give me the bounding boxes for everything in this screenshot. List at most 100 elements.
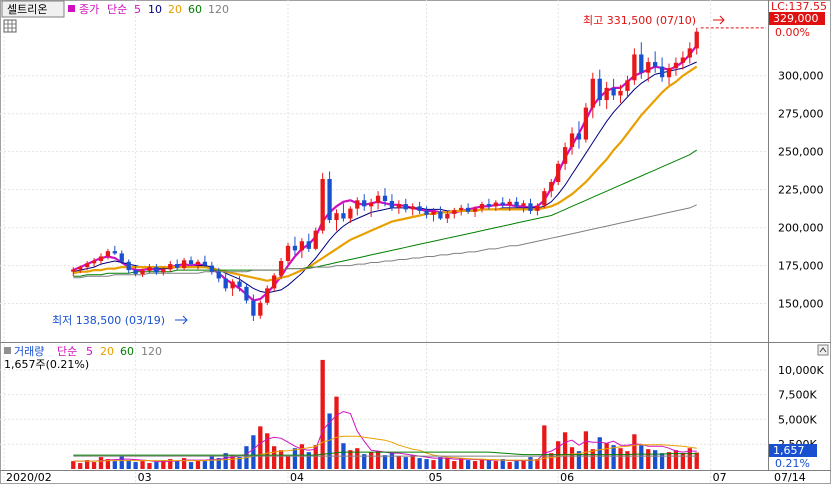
candle-body — [583, 107, 589, 140]
candle-body — [521, 203, 526, 206]
volume-bar — [175, 461, 180, 469]
price-tick-label: 300,000 — [778, 70, 824, 83]
grid — [0, 0, 768, 482]
volume-bar — [500, 459, 505, 469]
volume-bar — [576, 451, 582, 469]
candle-body — [528, 203, 533, 211]
volume-bar — [514, 461, 519, 469]
volume-bar — [646, 449, 651, 469]
candle-body — [632, 54, 637, 81]
volume-bar — [278, 450, 284, 469]
volume-bar — [431, 460, 436, 469]
ma60-legend: 60 — [188, 3, 202, 16]
ma120-line — [73, 204, 697, 279]
volume-bar — [119, 456, 124, 469]
date-tick-label: 03 — [138, 471, 152, 484]
price-tick-label: 225,000 — [778, 184, 824, 197]
volume-bar — [313, 445, 318, 469]
candle-body — [445, 213, 450, 219]
volume-bar — [618, 448, 623, 469]
volume-bar — [590, 449, 595, 469]
candle-body — [562, 147, 568, 164]
high-annotation: 최고 331,500 (07/10) — [583, 14, 696, 27]
volume-bar — [299, 444, 305, 469]
candle-body — [368, 202, 374, 207]
volume-ma-label: 단순 — [57, 345, 77, 358]
volume-bar — [168, 459, 173, 469]
ma5-legend: 5 — [134, 3, 141, 16]
candle-body — [216, 271, 221, 279]
volume-ma60-line — [73, 451, 697, 456]
candle-body — [272, 275, 277, 289]
volume-bar — [445, 458, 450, 469]
volume-bar — [465, 460, 471, 469]
candle-body — [659, 66, 665, 78]
candle-body — [188, 260, 194, 265]
volume-bar — [396, 456, 402, 469]
volume-bar — [528, 457, 533, 469]
candle-body — [479, 204, 485, 209]
candle-body — [334, 213, 339, 221]
candle-body — [237, 281, 242, 287]
chevron-up-icon — [819, 347, 827, 353]
candle-body — [687, 48, 692, 58]
volume-bar — [112, 461, 117, 469]
volume-bar — [521, 460, 526, 469]
volume-bar — [154, 462, 159, 469]
price-legend-swatch — [68, 5, 75, 12]
candle-body — [472, 208, 478, 212]
candle-body — [389, 201, 395, 208]
volume-bar — [140, 461, 145, 469]
volume-bar — [583, 431, 589, 469]
volume-bar — [320, 359, 325, 469]
volume-bar — [258, 426, 263, 469]
volume-bar — [382, 455, 388, 469]
stock-name: 셀트리온 — [7, 3, 47, 16]
volume-bar — [375, 451, 381, 469]
vol-ma60-legend: 60 — [120, 345, 134, 358]
volume-badge-value: 1,657 — [773, 444, 805, 457]
volume-bar — [209, 456, 214, 469]
candle-body — [535, 205, 540, 211]
volume-bar — [84, 460, 90, 469]
volume-bar — [597, 437, 602, 469]
candle-body — [112, 251, 117, 254]
candle-body — [611, 87, 616, 96]
candle-body — [604, 87, 609, 101]
volume-bar — [472, 461, 478, 469]
candle-body — [223, 278, 228, 289]
vol-ma5-legend: 5 — [86, 345, 93, 358]
candle-body — [639, 54, 644, 73]
stock-name-box[interactable] — [1, 0, 65, 18]
price-axis-labels: 150,000 175,000 200,000 225,000 250,000 275,0… — [778, 70, 824, 311]
candle-body — [653, 62, 658, 67]
candle-body — [576, 133, 582, 140]
candle-body — [98, 256, 104, 262]
candle-body — [161, 269, 166, 273]
date-tick-label: 2020/02 — [6, 471, 52, 484]
current-pct: 0.00% — [775, 26, 810, 39]
candle-body — [168, 264, 173, 270]
candle-body — [438, 211, 443, 219]
volume-bar — [292, 448, 298, 469]
price-tick-label: 175,000 — [778, 260, 824, 273]
candle-body — [486, 204, 492, 207]
candle-body — [382, 195, 388, 202]
candle-body — [91, 261, 97, 264]
candle-body — [618, 90, 623, 96]
grid-icon[interactable] — [3, 19, 17, 33]
candle-body — [556, 163, 561, 183]
candle-body — [680, 57, 686, 63]
current-price-badge — [769, 12, 825, 25]
candle-body — [292, 245, 298, 251]
collapse-button[interactable] — [817, 344, 829, 356]
volume-bar — [251, 435, 256, 469]
volume-bar — [486, 460, 492, 469]
volume-bar — [666, 452, 672, 469]
volume-bar — [424, 459, 429, 469]
candle-body — [452, 210, 457, 214]
volume-tick-label: 10,000K — [778, 364, 824, 377]
candle-body — [500, 202, 505, 205]
vol-ma20-legend: 20 — [100, 345, 114, 358]
